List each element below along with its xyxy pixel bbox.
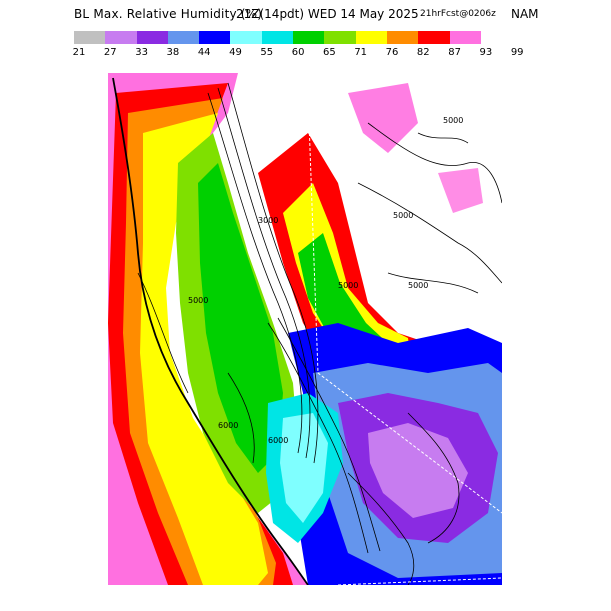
contour-label: 5000 bbox=[408, 281, 428, 290]
contour-label: 6000 bbox=[268, 436, 288, 445]
humidity-zone-71 bbox=[140, 113, 268, 585]
legend-swatch bbox=[324, 31, 356, 44]
legend-label: 55 bbox=[260, 47, 274, 58]
valid-time: 21Z(14pdt) WED 14 May 2025 bbox=[236, 7, 419, 21]
legend-swatch bbox=[386, 31, 419, 44]
humidity-zone-49 bbox=[280, 413, 328, 523]
legend-label: 82 bbox=[416, 47, 430, 58]
coastline bbox=[112, 77, 309, 585]
legend-label: 38 bbox=[166, 47, 180, 58]
contour-label: 3000 bbox=[258, 216, 278, 225]
moist-patch bbox=[348, 83, 418, 153]
terrain-contours bbox=[137, 82, 502, 585]
humidity-zone-60 bbox=[198, 163, 283, 473]
legend-label: 76 bbox=[385, 47, 399, 58]
title-bar: BL Max. Relative Humidity (%) 21Z(14pdt)… bbox=[0, 6, 611, 24]
legend-swatch bbox=[167, 31, 200, 44]
legend-label: 60 bbox=[291, 47, 305, 58]
legend-label: 71 bbox=[354, 47, 368, 58]
forecast-run: 21hrFcst@0206z bbox=[420, 9, 496, 19]
legend-label: 33 bbox=[135, 47, 148, 58]
contour-label: 6000 bbox=[218, 421, 238, 430]
legend-swatch bbox=[355, 31, 387, 44]
contour-label: 5000 bbox=[443, 116, 463, 125]
contour-label: 5000 bbox=[393, 211, 413, 220]
legend-swatch bbox=[418, 31, 450, 44]
legend-label: 87 bbox=[448, 47, 461, 58]
humidity-zone-27 bbox=[368, 423, 468, 518]
legend-swatch bbox=[136, 31, 168, 44]
legend-label: 21 bbox=[72, 47, 86, 58]
state-border bbox=[307, 92, 502, 585]
legend-swatch bbox=[105, 31, 137, 44]
interior-zone-71 bbox=[283, 183, 413, 383]
legend-swatch bbox=[449, 31, 481, 44]
legend-label: 99 bbox=[510, 47, 524, 58]
humidity-map: 3000 5000 5000 5000 5000 6000 6000 5000 bbox=[108, 73, 502, 585]
legend-swatch bbox=[230, 31, 262, 44]
field-title: BL Max. Relative Humidity (%) bbox=[74, 7, 263, 21]
contour-label: 5000 bbox=[338, 281, 358, 290]
color-legend bbox=[74, 31, 481, 44]
legend-swatch bbox=[199, 31, 231, 44]
legend-labels: 21 27 33 38 44 49 55 60 65 71 76 82 87 93 99 bbox=[0, 47, 611, 61]
contour-label: 5000 bbox=[188, 296, 208, 305]
legend-label: 27 bbox=[103, 47, 117, 58]
legend-label: 93 bbox=[479, 47, 493, 58]
legend-label: 44 bbox=[197, 47, 211, 58]
legend-label: 65 bbox=[323, 47, 336, 58]
legend-label: 49 bbox=[229, 47, 242, 58]
map-canvas: 3000 5000 5000 5000 5000 6000 6000 5000 bbox=[108, 73, 502, 585]
moist-patch bbox=[438, 168, 483, 213]
legend-swatch bbox=[74, 31, 106, 44]
legend-swatch bbox=[261, 31, 294, 44]
model-name: NAM bbox=[511, 7, 539, 21]
legend-swatch bbox=[293, 31, 325, 44]
